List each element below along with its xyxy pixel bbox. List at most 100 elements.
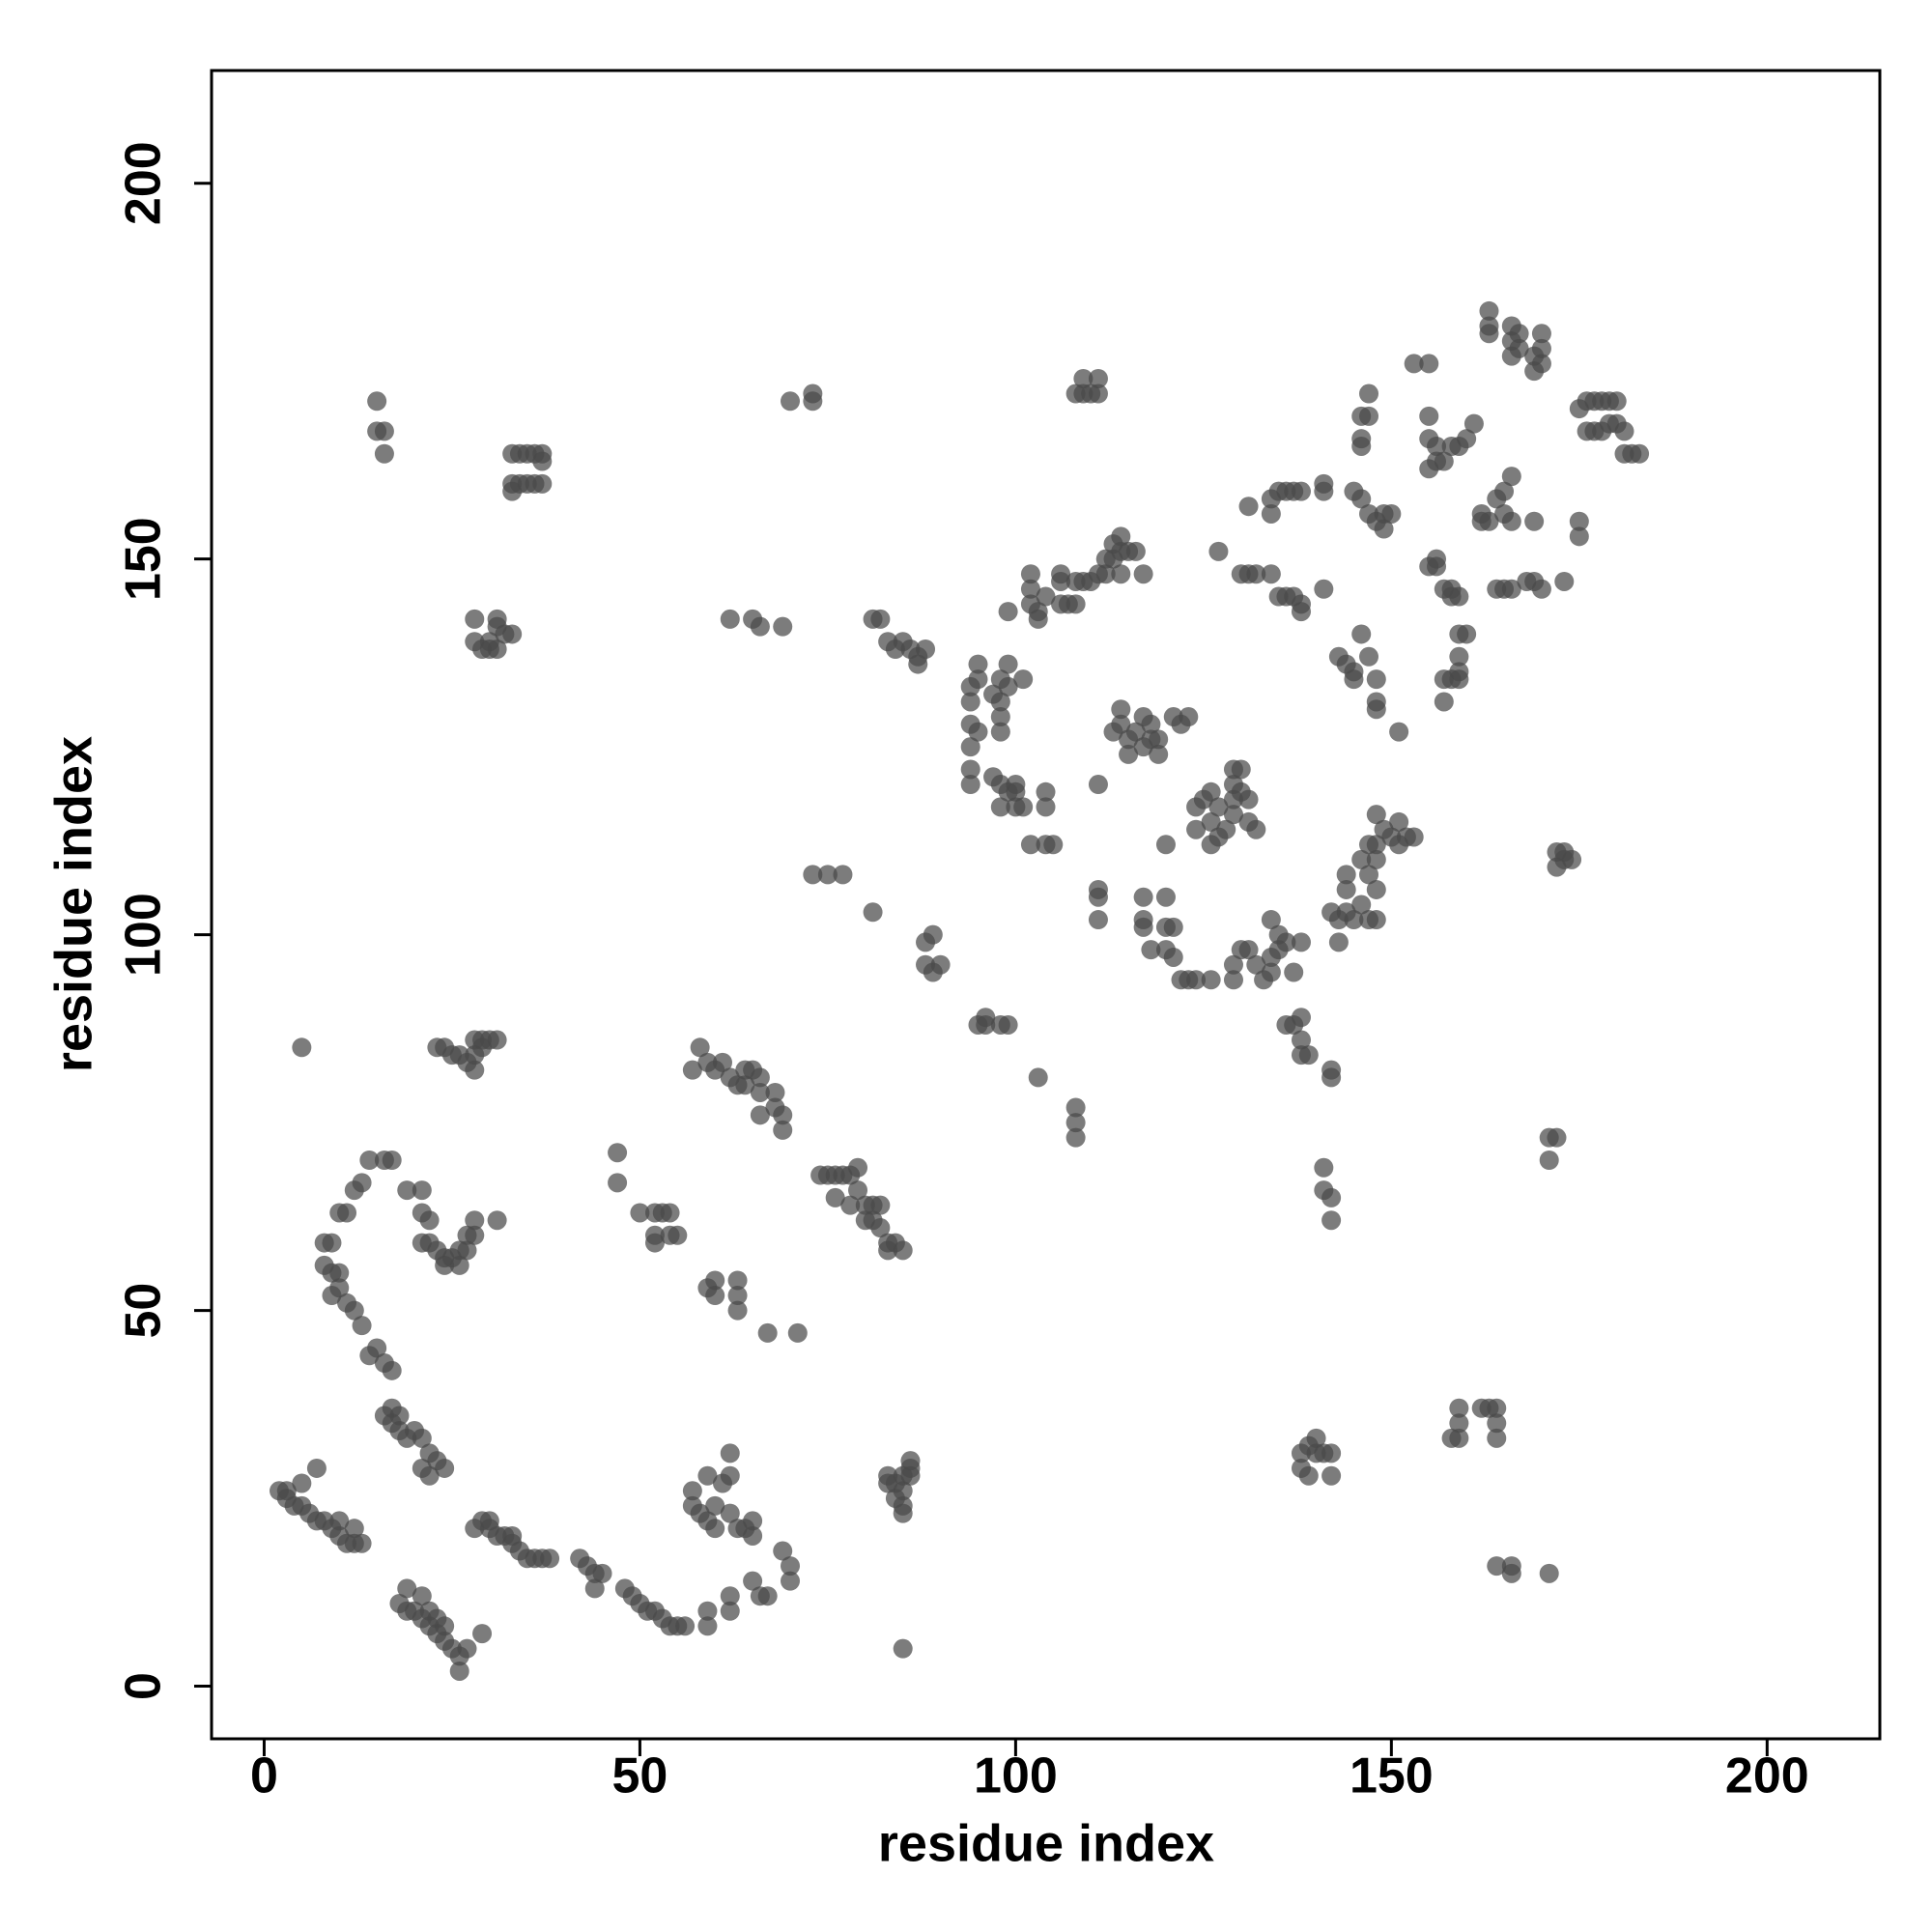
point bbox=[990, 692, 1010, 712]
point bbox=[1088, 910, 1108, 930]
point bbox=[848, 1180, 868, 1201]
point bbox=[1006, 781, 1026, 802]
point bbox=[1359, 865, 1379, 885]
point bbox=[1223, 805, 1243, 825]
point bbox=[1261, 564, 1281, 584]
point bbox=[1088, 775, 1108, 795]
point bbox=[863, 902, 883, 923]
point bbox=[735, 1060, 755, 1080]
point bbox=[1291, 932, 1311, 952]
point bbox=[1487, 1556, 1507, 1577]
point bbox=[908, 654, 928, 674]
y-axis-title: residue index bbox=[44, 736, 102, 1072]
point bbox=[1366, 669, 1386, 690]
x-tick-label: 0 bbox=[250, 1748, 278, 1804]
point bbox=[735, 1075, 755, 1095]
point bbox=[848, 1157, 868, 1178]
point bbox=[960, 692, 980, 712]
point bbox=[750, 616, 770, 637]
point bbox=[1020, 564, 1040, 584]
point bbox=[1351, 849, 1372, 869]
point bbox=[465, 1210, 485, 1231]
point bbox=[487, 1030, 507, 1050]
point bbox=[1344, 669, 1364, 690]
point bbox=[1321, 1465, 1342, 1486]
point bbox=[1020, 835, 1040, 855]
point bbox=[389, 1406, 410, 1426]
point bbox=[449, 1255, 469, 1275]
point bbox=[1036, 781, 1056, 802]
point bbox=[720, 1601, 740, 1621]
point bbox=[1291, 594, 1311, 614]
point bbox=[1359, 646, 1379, 667]
plot-frame bbox=[210, 69, 1882, 1741]
point bbox=[1351, 624, 1372, 644]
point bbox=[374, 443, 394, 464]
point bbox=[697, 1616, 718, 1636]
point bbox=[960, 759, 980, 780]
point bbox=[1569, 511, 1589, 531]
point bbox=[1119, 744, 1139, 764]
point bbox=[419, 1210, 440, 1231]
point bbox=[1449, 1413, 1469, 1434]
point bbox=[1216, 819, 1236, 839]
point bbox=[1531, 324, 1551, 344]
point bbox=[757, 1322, 778, 1343]
point bbox=[1223, 954, 1243, 975]
point bbox=[1095, 564, 1116, 584]
point bbox=[1434, 692, 1454, 712]
point bbox=[1434, 579, 1454, 599]
point bbox=[705, 1495, 725, 1516]
point bbox=[990, 707, 1010, 727]
point bbox=[322, 1286, 342, 1306]
point bbox=[923, 924, 943, 945]
point bbox=[1501, 1563, 1521, 1583]
point bbox=[1449, 1428, 1469, 1448]
point bbox=[682, 1060, 702, 1080]
point bbox=[1487, 1398, 1507, 1418]
point bbox=[705, 1286, 725, 1306]
y-tick-label: 200 bbox=[116, 141, 172, 225]
point bbox=[397, 1578, 417, 1599]
point bbox=[1043, 835, 1064, 855]
point bbox=[750, 1105, 770, 1125]
point bbox=[727, 1286, 748, 1306]
point bbox=[840, 1195, 861, 1215]
point bbox=[1351, 895, 1372, 915]
point bbox=[1359, 406, 1379, 426]
point bbox=[1020, 579, 1040, 599]
point bbox=[1028, 1067, 1048, 1088]
point bbox=[990, 797, 1010, 817]
point bbox=[1238, 789, 1259, 810]
point bbox=[352, 1316, 372, 1336]
point bbox=[1321, 1187, 1342, 1208]
point bbox=[1479, 300, 1499, 321]
point bbox=[1427, 436, 1447, 456]
point bbox=[743, 1571, 763, 1591]
point bbox=[885, 1489, 905, 1509]
point bbox=[1487, 1413, 1507, 1434]
point bbox=[329, 1511, 350, 1531]
point bbox=[367, 1338, 387, 1358]
point bbox=[998, 676, 1018, 696]
point bbox=[1186, 819, 1207, 839]
point bbox=[1328, 932, 1349, 952]
point bbox=[1133, 887, 1153, 907]
point bbox=[720, 1443, 740, 1463]
point bbox=[682, 1481, 702, 1501]
point bbox=[1141, 714, 1161, 734]
point bbox=[1149, 729, 1169, 750]
point bbox=[352, 1533, 372, 1553]
point bbox=[1314, 473, 1334, 494]
point bbox=[322, 1233, 342, 1253]
point bbox=[352, 1173, 372, 1193]
point bbox=[292, 1037, 312, 1058]
point bbox=[1449, 1398, 1469, 1418]
point bbox=[781, 1571, 801, 1591]
point bbox=[1306, 1428, 1326, 1448]
point bbox=[900, 1451, 921, 1471]
point bbox=[817, 865, 838, 885]
point bbox=[1284, 962, 1304, 982]
point bbox=[727, 1270, 748, 1291]
point bbox=[863, 1195, 883, 1215]
